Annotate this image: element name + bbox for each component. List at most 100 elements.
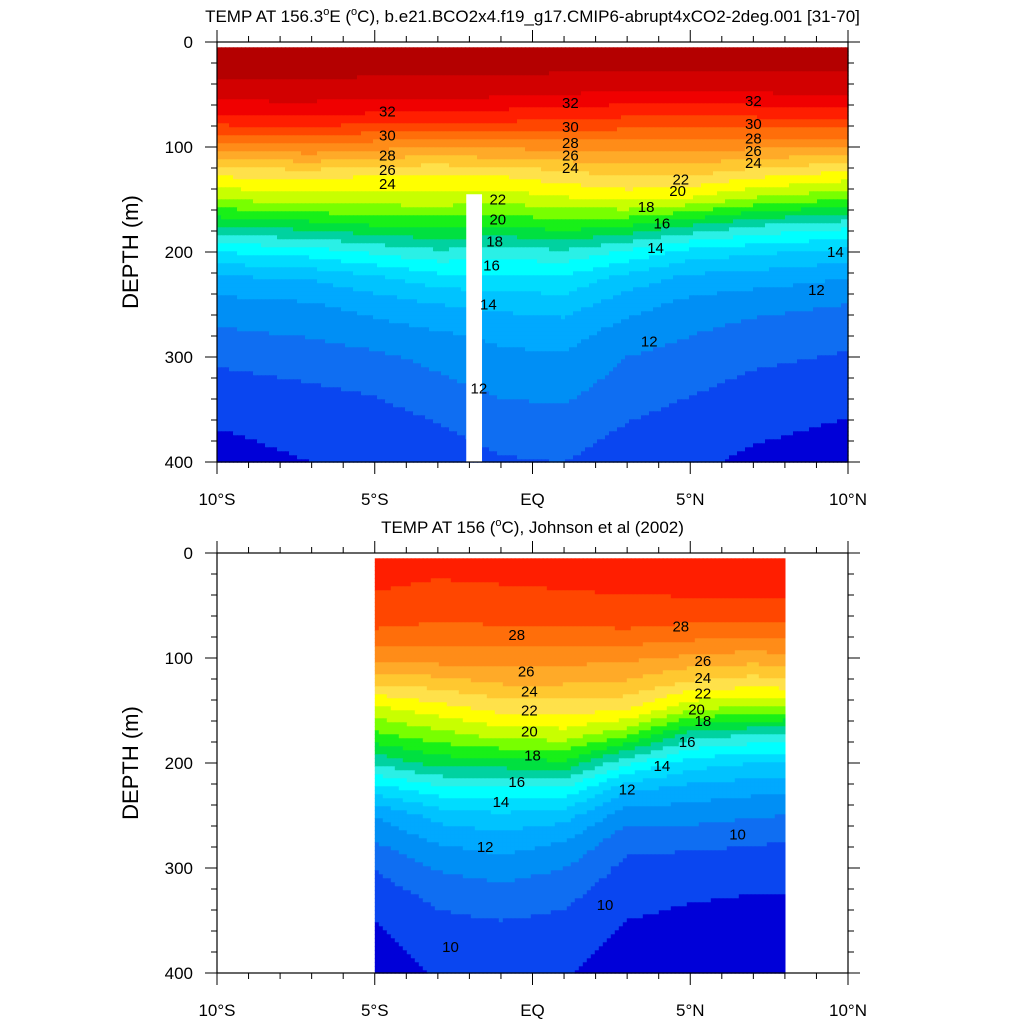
heatmap-cell xyxy=(689,167,694,172)
heatmap-cell xyxy=(357,159,362,164)
heatmap-cell xyxy=(633,159,638,164)
heatmap-cell xyxy=(717,83,722,88)
heatmap-cell xyxy=(565,71,570,76)
heatmap-cell xyxy=(269,51,274,56)
heatmap-cell xyxy=(441,63,446,68)
heatmap-cell xyxy=(741,147,746,152)
heatmap-cell xyxy=(737,59,742,64)
heatmap-cell xyxy=(797,95,802,100)
heatmap-cell xyxy=(221,111,226,116)
heatmap-cell xyxy=(501,171,506,176)
heatmap-cell xyxy=(285,79,290,84)
heatmap-cell xyxy=(225,139,230,144)
heatmap-cell xyxy=(805,135,810,140)
heatmap-cell xyxy=(697,123,702,128)
heatmap-cell xyxy=(317,87,322,92)
heatmap-cell xyxy=(589,83,594,88)
heatmap-cell xyxy=(721,159,726,164)
heatmap-cell xyxy=(273,47,278,52)
heatmap-cell xyxy=(477,163,482,168)
heatmap-cell xyxy=(481,127,486,132)
heatmap-cell xyxy=(389,123,394,128)
heatmap-cell xyxy=(341,79,346,84)
heatmap-cell xyxy=(353,123,358,128)
heatmap-cell xyxy=(457,155,462,160)
heatmap-cell xyxy=(405,159,410,164)
heatmap-cell xyxy=(253,155,258,160)
heatmap-cell xyxy=(773,159,778,164)
heatmap-cell xyxy=(565,103,570,108)
heatmap-cell xyxy=(773,163,778,168)
heatmap-cell xyxy=(569,47,574,52)
heatmap-cell xyxy=(545,163,550,168)
heatmap-cell xyxy=(549,151,554,156)
heatmap-cell xyxy=(469,51,474,56)
heatmap-cell xyxy=(541,51,546,56)
heatmap-cell xyxy=(509,59,514,64)
heatmap-cell xyxy=(285,155,290,160)
heatmap-cell xyxy=(737,95,742,100)
heatmap-cell xyxy=(757,123,762,128)
heatmap-cell xyxy=(425,167,430,172)
heatmap-cell xyxy=(581,143,586,148)
heatmap-cell xyxy=(493,111,498,116)
heatmap-cell xyxy=(305,59,310,64)
heatmap-cell xyxy=(413,95,418,100)
heatmap-cell xyxy=(473,83,478,88)
heatmap-cell xyxy=(629,107,634,112)
heatmap-cell xyxy=(509,67,514,72)
heatmap-cell xyxy=(785,155,790,160)
heatmap-cell xyxy=(657,151,662,156)
heatmap-cell xyxy=(725,115,730,120)
heatmap-cell xyxy=(509,107,514,112)
heatmap-cell xyxy=(317,83,322,88)
heatmap-cell xyxy=(641,71,646,76)
heatmap-cell xyxy=(797,127,802,132)
heatmap-cell xyxy=(309,63,314,68)
heatmap-cell xyxy=(393,71,398,76)
heatmap-cell xyxy=(305,47,310,52)
heatmap-cell xyxy=(445,107,450,112)
heatmap-cell xyxy=(241,99,246,104)
heatmap-cell xyxy=(769,163,774,168)
heatmap-cell xyxy=(309,51,314,56)
heatmap-cell xyxy=(453,127,458,132)
heatmap-cell xyxy=(537,139,542,144)
heatmap-cell xyxy=(653,59,658,64)
heatmap-cell xyxy=(573,87,578,92)
heatmap-cell xyxy=(217,115,222,120)
heatmap-cell xyxy=(261,143,266,148)
heatmap-cell xyxy=(325,79,330,84)
heatmap-cell xyxy=(409,143,414,148)
heatmap-cell xyxy=(233,91,238,96)
heatmap-cell xyxy=(221,107,226,112)
heatmap-cell xyxy=(609,91,614,96)
heatmap-cell xyxy=(577,127,582,132)
heatmap-cell xyxy=(617,135,622,140)
heatmap-cell xyxy=(469,107,474,112)
heatmap-cell xyxy=(233,107,238,112)
heatmap-cell xyxy=(269,103,274,108)
heatmap-cell xyxy=(605,79,610,84)
heatmap-cell xyxy=(841,115,846,120)
heatmap-cell xyxy=(833,83,838,88)
heatmap-cell xyxy=(465,87,470,92)
heatmap-cell xyxy=(585,127,590,132)
heatmap-cell xyxy=(749,147,754,152)
heatmap-cell xyxy=(497,59,502,64)
heatmap-cell xyxy=(793,67,798,72)
heatmap-cell xyxy=(497,67,502,72)
heatmap-cell xyxy=(617,91,622,96)
heatmap-cell xyxy=(589,99,594,104)
heatmap-cell xyxy=(425,123,430,128)
heatmap-cell xyxy=(397,167,402,172)
heatmap-cell xyxy=(373,147,378,152)
heatmap-cell xyxy=(753,151,758,156)
heatmap-cell xyxy=(809,99,814,104)
heatmap-cell xyxy=(505,127,510,132)
heatmap-cell xyxy=(569,59,574,64)
heatmap-cell xyxy=(649,75,654,80)
heatmap-cell xyxy=(405,75,410,80)
heatmap-cell xyxy=(557,91,562,96)
heatmap-cell xyxy=(305,99,310,104)
